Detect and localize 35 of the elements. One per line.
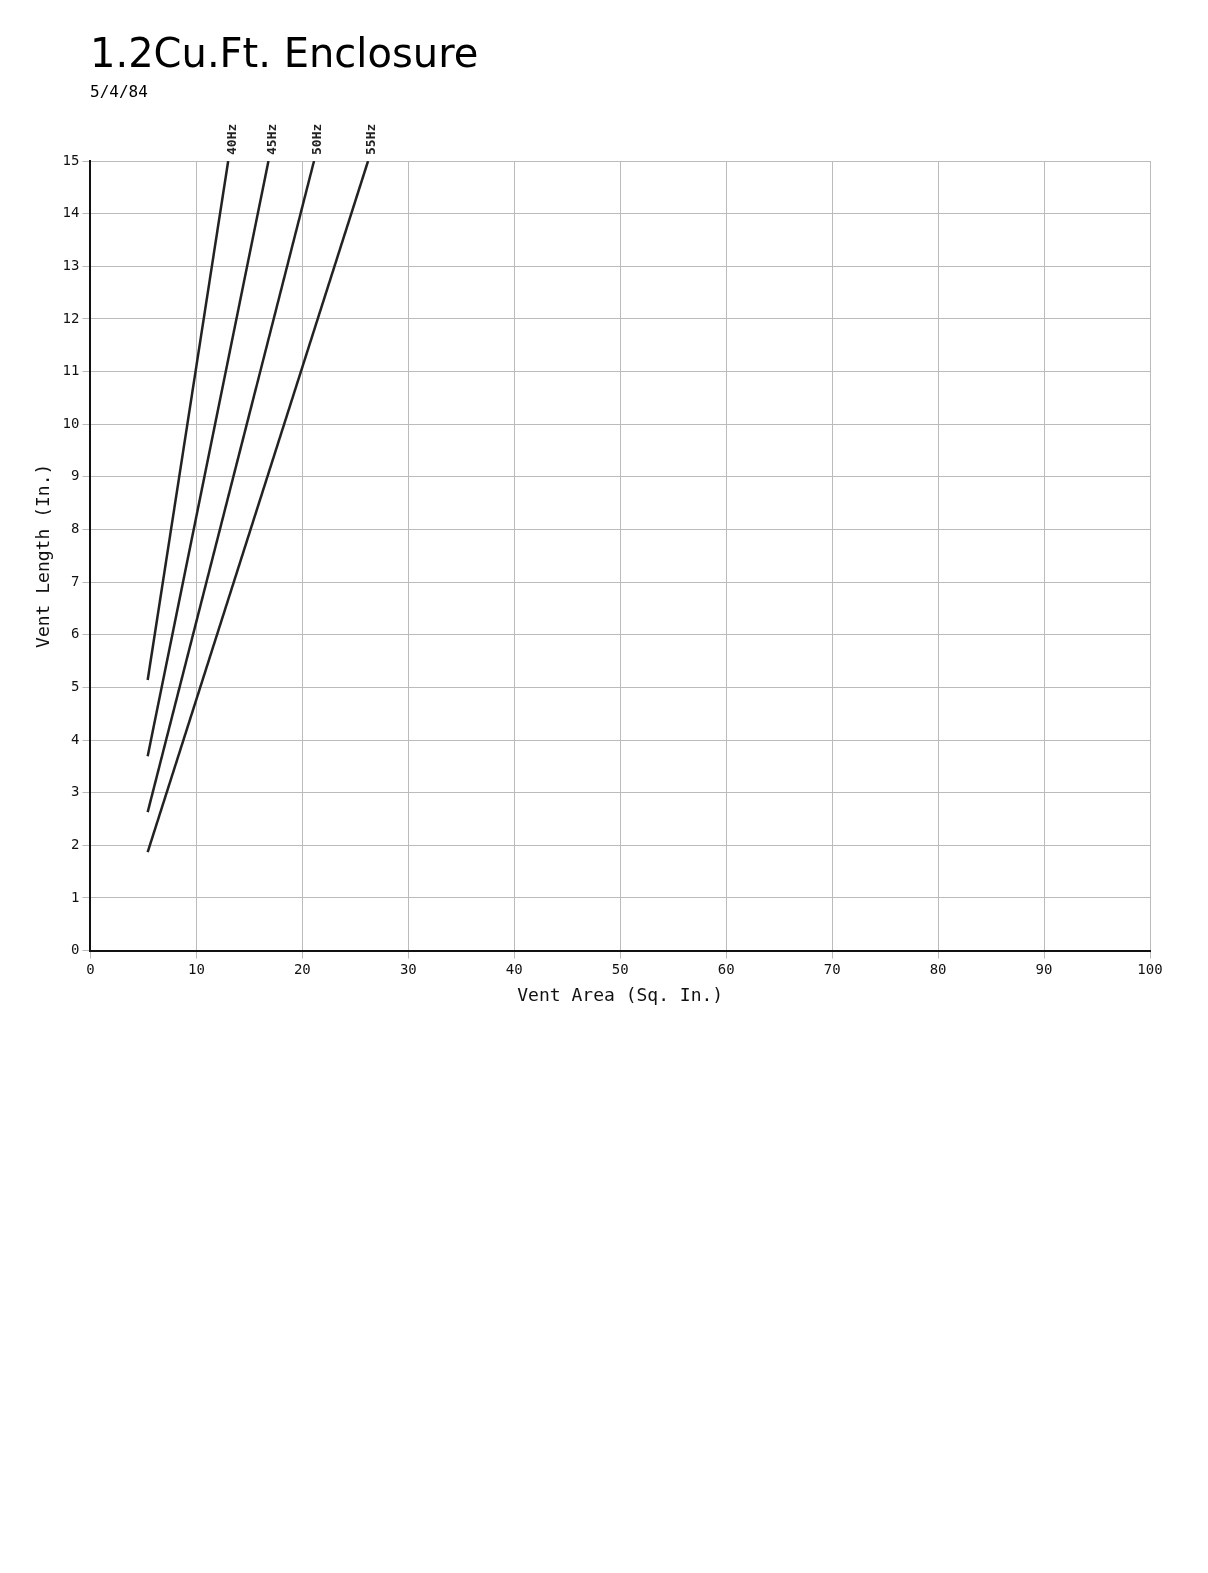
y-tick-label: 13	[62, 256, 80, 273]
x-tick-label: 100	[1137, 960, 1163, 977]
text: 40Hz	[223, 123, 239, 155]
y-tick-label: 10	[62, 414, 80, 431]
x-tick-label: 10	[187, 960, 205, 977]
y-tick-label: 15	[62, 151, 80, 168]
y-tick-label: 12	[62, 309, 80, 326]
x-tick-label: 0	[86, 960, 95, 977]
text: 5/4/84	[90, 82, 149, 101]
x-tick-label: 50	[611, 960, 629, 977]
y-tick-label: 0	[71, 941, 80, 958]
y-tick-label: 1	[71, 888, 80, 905]
y-tick-label: 6	[71, 625, 80, 642]
y-tick-label: 5	[71, 678, 80, 695]
y-tick-label: 9	[71, 467, 80, 484]
x-tick-label: 20	[293, 960, 311, 977]
x-tick-label: 70	[823, 960, 841, 977]
y-tick-label: 11	[62, 362, 80, 379]
x-tick-label: 80	[929, 960, 947, 977]
y-axis-title: Vent Length (In.)	[32, 463, 54, 648]
text: 55Hz	[363, 123, 379, 155]
y-tick-label: 2	[71, 835, 80, 852]
y-tick-label: 7	[71, 572, 80, 589]
x-tick-label: 90	[1035, 960, 1053, 977]
y-tick-label: 14	[62, 204, 80, 221]
x-tick-label: 30	[399, 960, 417, 977]
text: 45Hz	[263, 123, 279, 155]
y-tick-label: 4	[71, 730, 80, 747]
y-tick-label: 8	[71, 520, 80, 537]
y-tick-label: 3	[71, 783, 80, 800]
text: 50Hz	[309, 123, 325, 155]
chart-title: 1.2Cu.Ft. Enclosure	[90, 30, 480, 76]
x-tick-label: 40	[505, 960, 523, 977]
x-tick-label: 60	[717, 960, 735, 977]
x-axis-title: Vent Area (Sq. In.)	[517, 983, 724, 1005]
